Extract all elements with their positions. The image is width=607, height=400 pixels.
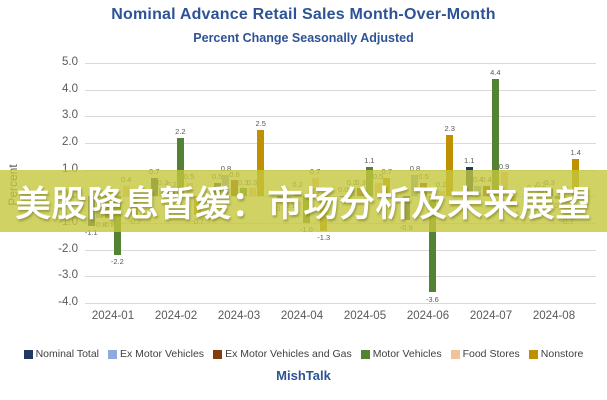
x-tick-label: 2024-05 <box>343 310 387 322</box>
bar-value-label: 2.5 <box>255 119 266 129</box>
legend-label: Food Stores <box>462 348 520 360</box>
gridline <box>85 276 596 278</box>
bar-value-label: 2.3 <box>444 124 455 134</box>
y-tick-label: -4.0 <box>58 295 78 308</box>
legend-label: Motor Vehicles <box>372 348 442 360</box>
gridline <box>85 142 596 144</box>
legend-item: Motor Vehicles <box>360 348 442 360</box>
legend-label: Ex Motor Vehicles and Gas <box>225 348 352 360</box>
bar-value-label: 0.8 <box>220 164 232 174</box>
gridline <box>85 249 596 251</box>
bar-motor-vehicles-2024-07 <box>491 78 499 197</box>
bar-nonstore-2024-06 <box>446 134 454 197</box>
legend-item: Nonstore <box>528 348 584 360</box>
overlay-headline: 美股降息暂缓：市场分析及未来展望 <box>15 184 592 224</box>
bar-nonstore-2024-03 <box>257 129 265 197</box>
bar-motor-vehicles-2024-02 <box>176 137 184 197</box>
legend-swatch-icon <box>450 349 460 359</box>
source-watermark: MishTalk <box>276 368 331 383</box>
gridline <box>85 302 596 304</box>
y-tick-label: 4.0 <box>62 82 78 95</box>
x-tick-label: 2024-02 <box>154 310 198 322</box>
legend-swatch-icon <box>528 349 538 359</box>
legend-swatch-icon <box>23 349 33 359</box>
legend-swatch-icon <box>108 349 118 359</box>
x-tick-label: 2024-04 <box>280 310 324 322</box>
legend-label: Nonstore <box>540 348 584 360</box>
legend-label: Ex Motor Vehicles <box>120 348 205 360</box>
legend-item: Ex Motor Vehicles and Gas <box>213 348 352 360</box>
chart-subtitle: Percent Change Seasonally Adjusted <box>193 31 414 45</box>
bar-value-label: -2.2 <box>110 257 124 267</box>
legend-item: Food Stores <box>450 348 520 360</box>
bar-value-label: 0.9 <box>498 161 510 171</box>
bar-value-label: 2.2 <box>175 127 186 137</box>
legend-item: Ex Motor Vehicles <box>108 348 204 360</box>
gridline <box>85 116 596 118</box>
x-tick-label: 2024-03 <box>217 310 261 322</box>
bar-value-label: 0.8 <box>409 164 421 174</box>
gridline <box>85 62 596 64</box>
legend-swatch-icon <box>213 349 223 359</box>
y-tick-label: -2.0 <box>58 242 78 255</box>
legend-item: Nominal Total <box>23 348 100 360</box>
y-tick-label: 3.0 <box>62 109 78 122</box>
chart-legend: Nominal Total Ex Motor Vehicles Ex Motor V… <box>0 348 607 360</box>
x-tick-label: 2024-07 <box>469 310 513 322</box>
y-tick-label: 5.0 <box>62 55 78 68</box>
bar-value-label: -1.1 <box>84 228 98 238</box>
x-tick-label: 2024-06 <box>406 310 450 322</box>
y-tick-label: -3.0 <box>58 269 78 282</box>
y-tick-label: 2.0 <box>62 135 78 148</box>
bar-value-label: 1.4 <box>570 148 581 158</box>
bar-value-label: -1.3 <box>317 233 331 243</box>
bar-motor-vehicles-2024-06 <box>428 196 436 293</box>
bar-value-label: 1.1 <box>364 156 375 166</box>
bar-value-label: 1.1 <box>464 156 475 166</box>
bar-value-label: -3.6 <box>425 294 439 304</box>
gridline <box>85 89 596 91</box>
x-tick-label: 2024-08 <box>532 310 576 322</box>
x-tick-label: 2024-01 <box>91 310 135 322</box>
bar-value-label: 4.4 <box>490 68 501 78</box>
legend-swatch-icon <box>360 349 370 359</box>
overlay-banner: 美股降息暂缓：市场分析及未来展望 <box>0 170 607 232</box>
legend-label: Nominal Total <box>35 348 100 360</box>
chart-title: Nominal Advance Retail Sales Month-Over-… <box>111 6 496 23</box>
